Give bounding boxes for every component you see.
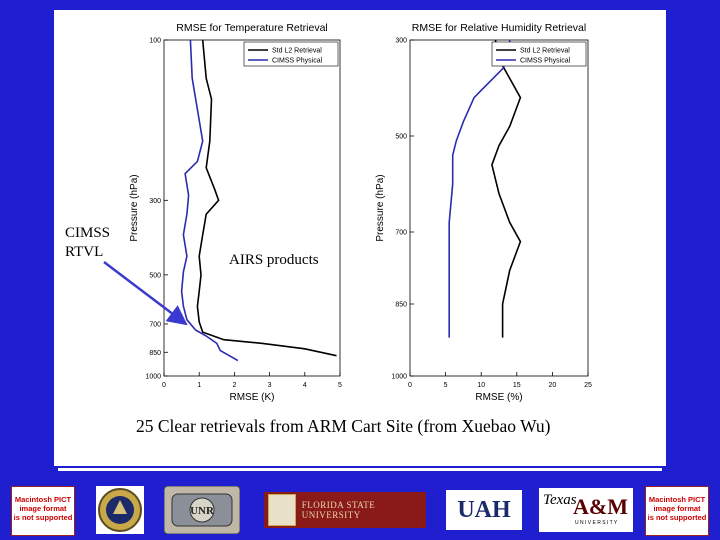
legend-entry: Std L2 Retrieval: [272, 48, 322, 55]
tamu-texas-text: Texas: [543, 492, 577, 508]
y-tick-label: 850: [149, 350, 161, 357]
series-line-cimss-physical: [448, 40, 511, 338]
plot-frame: [409, 39, 589, 377]
fsu-text: FLORIDA STATE UNIVERSITY: [301, 500, 376, 520]
series-line-std-l2-retrieval: [491, 39, 522, 338]
y-tick-label: 1000: [391, 374, 407, 381]
callout-airs: AIRS products: [229, 252, 319, 268]
svg-text:UNR: UNR: [190, 505, 215, 517]
legend-entry: Std L2 Retrieval: [520, 48, 570, 55]
x-tick-label: 3: [268, 382, 272, 389]
y-tick-label: 850: [395, 302, 407, 309]
y-tick-label: 700: [149, 321, 161, 328]
temperature-chart: RMSE for Temperature Retrieval RMSE (K) Pr…: [129, 22, 342, 403]
y-axis-label: Pressure (hPa): [129, 174, 140, 241]
legend-entry: CIMSS Physical: [520, 58, 571, 65]
y-tick-label: 300: [149, 198, 161, 205]
humidity-chart: RMSE for Relative Humidity Retrieval RMSE…: [375, 22, 592, 403]
y-tick-label: 500: [149, 272, 161, 279]
x-tick-label: 15: [513, 382, 521, 389]
fsu-seal-icon: [268, 494, 296, 526]
caption: 25 Clear retrievals from ARM Cart Site (…: [136, 416, 551, 436]
x-tick-label: 5: [444, 382, 448, 389]
unr-logo: UNR: [164, 486, 240, 534]
pict-line: image format: [653, 504, 701, 513]
y-axis-label: Pressure (hPa): [375, 174, 386, 241]
legend-entry: CIMSS Physical: [272, 58, 323, 65]
x-axis-label: RMSE (K): [230, 392, 275, 403]
fsu-logo: FLORIDA STATE UNIVERSITY: [264, 492, 426, 528]
tamu-logo: Texas A&M U N I V E R S I T Y: [539, 488, 633, 532]
y-tick-label: 500: [395, 134, 407, 141]
y-tick-label: 300: [395, 38, 407, 45]
uah-logo: UAH: [446, 490, 522, 530]
series-line-std-l2-retrieval: [196, 39, 337, 357]
pict-placeholder-right: Macintosh PICT image format is not suppo…: [645, 486, 709, 536]
pict-line: Macintosh PICT: [14, 495, 72, 504]
callout-line-1: CIMSS: [65, 225, 111, 241]
legend-box: [491, 41, 587, 67]
x-tick-label: 10: [477, 382, 485, 389]
pict-line: is not supported: [13, 513, 73, 522]
x-tick-label: 2: [232, 382, 236, 389]
x-tick-label: 25: [584, 382, 592, 389]
pict-placeholder-left: Macintosh PICT image format is not suppo…: [11, 486, 75, 536]
callout-cimss-rtvl: CIMSS RTVL: [65, 224, 110, 262]
x-tick-label: 5: [338, 382, 342, 389]
x-tick-label: 1: [197, 382, 201, 389]
chart-title: RMSE for Relative Humidity Retrieval: [412, 22, 586, 34]
legend-box: [243, 41, 339, 67]
x-tick-label: 0: [408, 382, 412, 389]
plot-frame: [163, 39, 341, 377]
divider: [58, 468, 662, 471]
tamu-am-text: A&M: [573, 494, 628, 519]
chart-title: RMSE for Temperature Retrieval: [176, 22, 328, 34]
x-tick-label: 20: [549, 382, 557, 389]
callout-arrow: [103, 261, 188, 326]
y-tick-label: 1000: [145, 374, 161, 381]
y-tick-label: 100: [149, 38, 161, 45]
y-tick-label: 700: [395, 230, 407, 237]
navy-seal-logo: [96, 486, 144, 534]
pict-line: is not supported: [647, 513, 707, 522]
uah-text: UAH: [457, 496, 511, 523]
callout-line-2: RTVL: [65, 244, 104, 260]
pict-line: image format: [19, 504, 67, 513]
x-tick-label: 0: [162, 382, 166, 389]
tamu-sub-text: U N I V E R S I T Y: [575, 520, 618, 526]
series-line-cimss-physical: [180, 39, 239, 362]
pict-line: Macintosh PICT: [648, 495, 706, 504]
x-tick-label: 4: [303, 382, 307, 389]
x-axis-label: RMSE (%): [475, 392, 522, 403]
